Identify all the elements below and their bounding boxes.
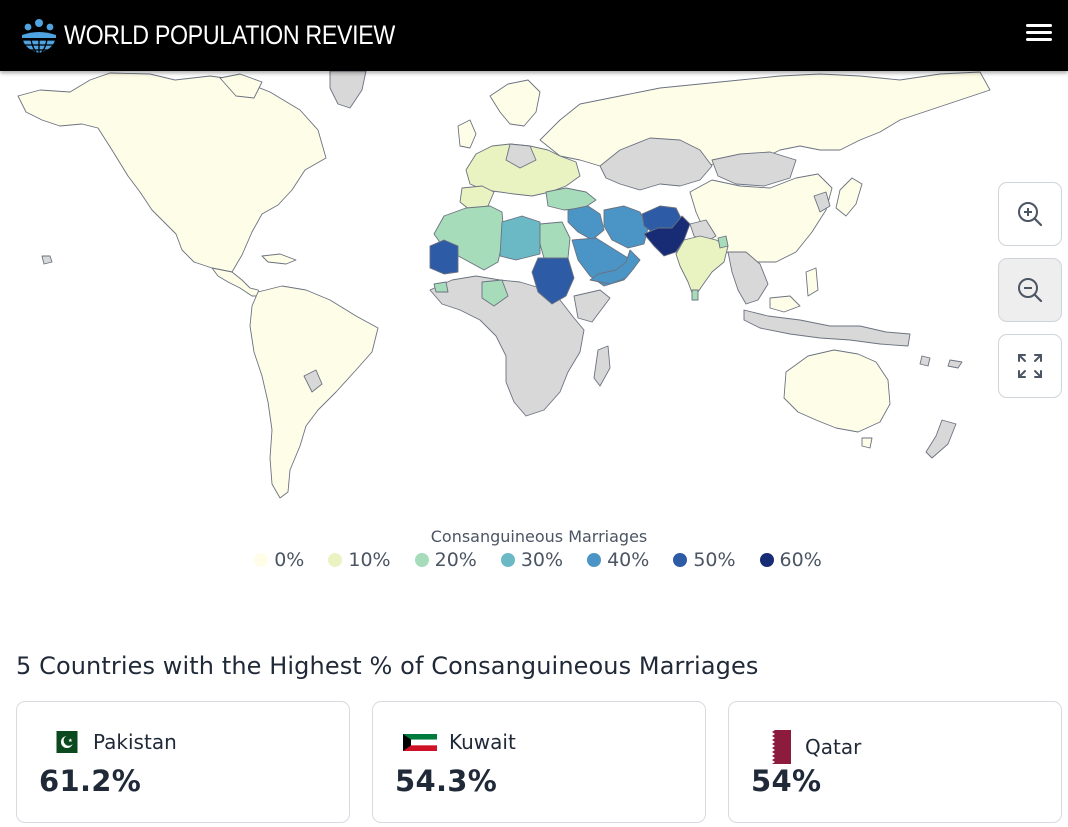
zoom-out-icon — [1018, 278, 1043, 303]
globe-people-icon — [22, 18, 56, 53]
country-card-kuwait[interactable]: Kuwait 54.3% — [372, 701, 706, 823]
legend-item[interactable]: 50% — [673, 549, 736, 571]
legend-item[interactable]: 60% — [759, 549, 822, 571]
map-region-sudan[interactable] — [531, 257, 575, 305]
card-value: 54% — [751, 764, 822, 798]
hamburger-menu-icon[interactable] — [1026, 20, 1052, 50]
pakistan-flag-icon — [50, 731, 78, 753]
legend-title: Consanguineous Marriages — [430, 527, 648, 546]
country-card-pakistan[interactable]: Pakistan 61.2% — [16, 701, 350, 823]
map-region-korea[interactable] — [813, 191, 831, 213]
map-region-pakistan[interactable] — [643, 215, 691, 257]
map-region-caribbean[interactable] — [261, 253, 297, 265]
legend-swatch — [759, 553, 774, 567]
map-region-japan[interactable] — [835, 177, 863, 217]
kuwait-flag-icon — [403, 733, 437, 751]
legend-item[interactable]: 20% — [414, 549, 477, 571]
map-region-uk[interactable] — [457, 119, 477, 149]
card-value: 61.2% — [39, 764, 142, 798]
map-region-madagascar[interactable] — [593, 345, 611, 387]
card-country-name: Kuwait — [449, 730, 516, 754]
legend-items: 0% 10% 20% 30% 40% 50% 60% — [8, 549, 1068, 571]
map-region-australia[interactable] — [783, 349, 891, 433]
legend-swatch — [500, 553, 515, 567]
map-region-senegal[interactable] — [433, 281, 449, 293]
zoom-out-button[interactable] — [998, 258, 1062, 322]
map-region-sri-lanka[interactable] — [691, 289, 699, 301]
map-region-mauritania[interactable] — [429, 239, 459, 275]
zoom-in-button[interactable] — [998, 182, 1062, 246]
map-region-hawaii[interactable] — [41, 255, 53, 265]
section-title: 5 Countries with the Highest % of Consan… — [16, 652, 759, 680]
legend-swatch — [328, 553, 343, 567]
map-region-south-america[interactable] — [249, 285, 379, 499]
world-map[interactable] — [0, 71, 1068, 511]
legend-swatch — [414, 553, 429, 567]
map-controls — [998, 182, 1062, 410]
site-title: WORLD POPULATION REVIEW — [64, 20, 395, 50]
map-region-south-america-grey[interactable] — [303, 369, 323, 393]
site-logo[interactable]: WORLD POPULATION REVIEW — [20, 18, 449, 54]
legend-label: 20% — [434, 549, 477, 571]
choropleth-map[interactable] — [0, 71, 1068, 511]
expand-icon — [1018, 354, 1042, 378]
card-country: Kuwait — [403, 730, 516, 754]
map-region-bangladesh[interactable] — [717, 235, 729, 249]
map-region-scandinavia[interactable] — [489, 79, 541, 127]
legend-item[interactable]: 0% — [254, 549, 304, 571]
qatar-flag-icon — [769, 730, 791, 764]
map-region-greenland[interactable] — [329, 71, 367, 109]
map-region-africa-grey[interactable] — [429, 275, 585, 417]
map-region-libya[interactable] — [499, 215, 541, 261]
map-region-philippines[interactable] — [805, 267, 819, 297]
map-region-malaysia[interactable] — [769, 295, 801, 313]
site-header: WORLD POPULATION REVIEW — [0, 0, 1068, 71]
zoom-in-icon — [1018, 202, 1043, 227]
legend-item[interactable]: 40% — [587, 549, 649, 571]
map-region-nigeria[interactable] — [481, 279, 509, 307]
map-region-southeast-asia[interactable] — [727, 251, 769, 305]
map-legend: Consanguineous Marriages 0% 10% 20% 30% 40% 5… — [0, 527, 1068, 571]
map-region-iraq-syria[interactable] — [567, 205, 605, 241]
map-region-pacific-islands-2[interactable] — [947, 359, 963, 369]
map-region-tasmania[interactable] — [861, 437, 873, 449]
map-region-europe-grey[interactable] — [505, 143, 537, 169]
map-region-canada-usa[interactable] — [17, 72, 327, 273]
card-country: Pakistan — [47, 730, 177, 754]
map-region-turkey[interactable] — [545, 187, 597, 211]
legend-label: 40% — [607, 549, 650, 571]
card-country-name: Qatar — [805, 735, 862, 759]
map-region-yemen-oman[interactable] — [589, 249, 641, 285]
legend-label: 0% — [274, 549, 305, 571]
country-card-qatar[interactable]: Qatar 54% — [728, 701, 1062, 823]
legend-item[interactable]: 10% — [328, 549, 391, 571]
legend-swatch — [673, 553, 688, 567]
map-region-india[interactable] — [675, 235, 729, 299]
map-region-new-zealand[interactable] — [925, 419, 957, 459]
country-cards: Pakistan 61.2% Kuwait 54.3% Qatar 54% — [16, 701, 1062, 827]
legend-label: 50% — [693, 549, 736, 571]
map-region-mongolia[interactable] — [711, 151, 797, 187]
map-region-kazakhstan[interactable] — [599, 137, 713, 191]
legend-label: 10% — [348, 549, 391, 571]
legend-item[interactable]: 30% — [500, 549, 564, 571]
map-region-indonesia[interactable] — [743, 309, 911, 347]
card-country-name: Pakistan — [93, 730, 177, 754]
card-value: 54.3% — [395, 764, 498, 798]
card-country: Qatar — [759, 730, 861, 764]
map-region-arctic-islands[interactable] — [219, 73, 263, 99]
legend-swatch — [587, 553, 602, 567]
legend-label: 30% — [520, 549, 564, 571]
map-region-somalia[interactable] — [573, 289, 611, 323]
map-region-pacific-islands[interactable] — [919, 355, 931, 367]
fullscreen-button[interactable] — [998, 334, 1062, 398]
legend-label: 60% — [779, 549, 822, 571]
legend-swatch — [254, 553, 269, 567]
map-region-iran[interactable] — [603, 205, 649, 249]
